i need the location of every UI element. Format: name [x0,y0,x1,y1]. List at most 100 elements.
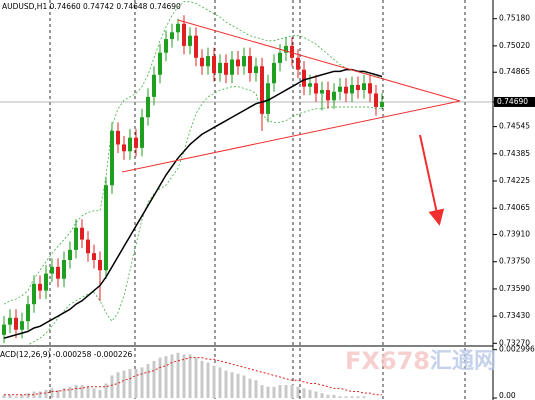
macd-bar [254,380,258,398]
macd-bar [176,352,180,398]
chart-title: AUDUSD,H1 0.74660 0.74742 0.74648 0.7469… [2,2,181,11]
candle-body [80,227,84,240]
macd-bar [242,375,246,398]
macd-bar [314,391,318,398]
candle-body [206,56,210,67]
macd-bar [74,385,78,398]
candle-body [8,317,12,325]
candle-body [110,130,114,186]
macd-signal [4,357,382,396]
candle-body [254,66,258,74]
macd-bar [260,385,264,398]
triangle-pattern [121,19,461,226]
macd-bar [104,383,108,398]
macd-bar [182,354,186,398]
macd-bar [230,372,234,398]
candle-body [218,62,222,74]
macd-bar [50,388,54,398]
macd-bar [326,394,330,398]
moving-average [3,68,383,339]
candle-body [302,69,306,87]
y-tick-label: 0.74690 [497,97,528,106]
candle-body [50,266,54,274]
candle-body [62,260,66,279]
candle-body [188,35,192,46]
y-tick-label: 0.75180 [499,14,530,23]
macd-bar [296,386,300,398]
candle-body [182,23,186,46]
candle-body [362,83,366,91]
y-tick-label: 0.74065 [499,203,530,212]
candle-body [164,39,168,53]
macd-bar [140,367,144,398]
candle-body [20,321,24,330]
candle-body [134,137,138,148]
candle-body [338,86,342,92]
candle-body [152,74,156,97]
macd-bar [266,386,270,398]
candle-body [122,144,126,152]
y-tick-label: 0.73590 [499,284,530,293]
macd-bar [146,364,150,398]
y-tick-label: 0.74225 [499,176,530,185]
macd-bar [56,389,60,398]
macd-bar [218,367,222,398]
macd-bar [128,368,132,398]
macd-bar [188,354,192,398]
candle-body [290,45,294,58]
candle-body [74,227,78,250]
macd-bar [80,385,84,398]
macd-bar [98,389,102,398]
macd-bar [320,393,324,398]
y-tick-label: 0.74865 [499,67,530,76]
macd-bar [356,396,360,398]
candle-body [26,304,30,322]
candle-body [314,83,318,94]
candle-body [86,239,90,254]
candle-body [98,260,102,271]
macd-bar [158,357,162,398]
macd-bar [338,396,342,398]
macd-bar [38,391,42,398]
candle-body [230,59,234,75]
macd-bar [152,360,156,398]
candle-body [146,96,150,118]
candle-body [284,45,288,53]
candle-body [92,253,96,261]
candle-body [176,23,180,33]
macd-title: ACD(12,26,9) -0.000258 -0.000226 [0,350,132,359]
macd-bar [122,370,126,398]
price-axis: 0.75180 0.75020 0.74865 0.74690 0.74545 0.743… [493,14,535,400]
macd-bar [62,388,66,398]
candle-body [140,117,144,148]
macd-bar [134,368,138,398]
macd-bar [236,373,240,398]
y-tick-label: 0.73910 [499,230,530,239]
y-tick-label: 0.74545 [499,122,530,131]
macd-bar [212,365,216,398]
macd-bar [224,370,228,398]
macd-bar [26,393,30,398]
candle-body [344,86,348,94]
candle-body [320,90,324,94]
candle-body [278,52,282,63]
candle-body [158,52,162,75]
macd-bar [344,396,348,398]
candle-body [326,90,330,101]
macd-bar [8,394,12,398]
y-tick-label: 0.74385 [499,149,530,158]
candle-body [56,266,60,279]
candle-body [68,249,72,261]
y-tick-label: 0.73270 [499,338,530,347]
candle-body [14,317,18,330]
macd-bar [44,389,48,398]
separators [49,0,466,400]
macd-bar [116,372,120,398]
candle-body [296,57,300,70]
bollinger-upper [3,1,383,305]
macd-bar [20,394,24,398]
y-tick-label: 0.75020 [499,41,530,50]
candle-body [116,130,120,145]
macd-bar [92,388,96,398]
